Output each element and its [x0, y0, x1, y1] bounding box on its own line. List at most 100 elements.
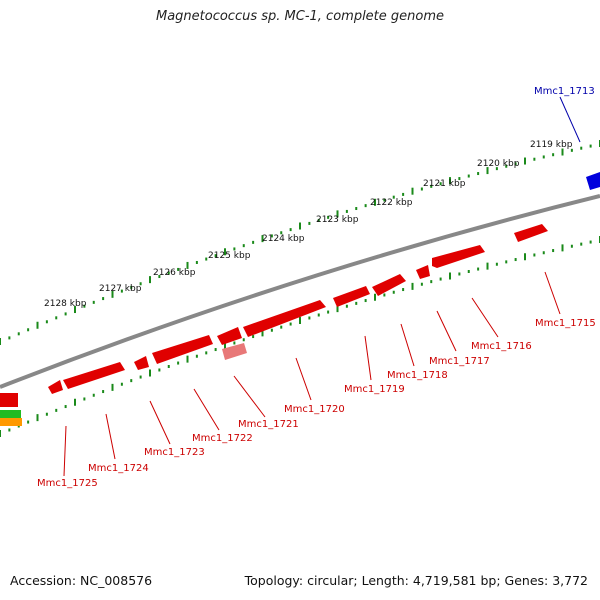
gene-arrow-mmc1-1717[interactable]: [416, 265, 430, 279]
inner-tick: [36, 414, 39, 422]
outer-tick: [74, 306, 76, 314]
gene-track: [48, 172, 600, 394]
outer-tick: [27, 328, 30, 332]
gene-arrow-mmc1-1715[interactable]: [514, 224, 548, 242]
inner-tick: [364, 299, 367, 303]
inner-tick: [195, 354, 198, 358]
inner-tick: [580, 242, 583, 246]
outer-tick: [120, 289, 123, 293]
leader-mmc1-1719: [364, 335, 372, 381]
gene-arrow-mmc1-1719[interactable]: [333, 286, 370, 307]
leader-mmc1-1717: [436, 310, 457, 352]
outer-tick: [17, 332, 20, 336]
scale-label: 2126 kbp: [153, 268, 196, 278]
leader-mmc1-1724: [105, 413, 116, 460]
inner-tick: [486, 262, 489, 270]
inner-tick: [308, 316, 311, 320]
outer-tick: [355, 207, 358, 211]
outer-tick: [495, 167, 498, 171]
scale-label: 2127 kbp: [99, 284, 142, 294]
leader-mmc1-1715: [544, 271, 561, 315]
gene-label-mmc1-1721[interactable]: Mmc1_1721: [238, 419, 299, 430]
gene-arrow-mmc1-1723[interactable]: [134, 356, 149, 370]
inner-tick: [542, 251, 545, 255]
inner-tick: [495, 262, 498, 266]
inner-tick: [345, 304, 348, 308]
outer-tick: [102, 297, 105, 301]
rna-feature[interactable]: [222, 343, 247, 360]
inner-tick: [214, 348, 217, 352]
gene-arrow-mmc1-1716[interactable]: [432, 245, 485, 268]
gene-label-mmc1-1720[interactable]: Mmc1_1720: [284, 404, 345, 415]
outer-tick: [270, 234, 273, 238]
inner-tick: [130, 379, 133, 383]
inner-tick: [392, 290, 395, 294]
gene-arrow-mmc1-1721[interactable]: [217, 327, 242, 345]
gene-arrow-mmc1-1724[interactable]: [63, 362, 125, 389]
outer-tick: [289, 228, 292, 232]
gene-label-mmc1-1717[interactable]: Mmc1_1717: [429, 356, 490, 367]
gene-label-mmc1-1718[interactable]: Mmc1_1718: [387, 370, 448, 381]
inner-tick: [0, 430, 1, 437]
outer-tick: [224, 248, 226, 256]
gene-label-mmc1-1724[interactable]: Mmc1_1724: [88, 463, 149, 474]
scale-label: 2120 kbp: [477, 159, 520, 169]
gene-label-mmc1-1725[interactable]: Mmc1_1725: [37, 478, 98, 489]
inner-tick: [336, 305, 339, 313]
gene-arrow-mmc1-1718[interactable]: [372, 274, 406, 296]
outer-tick: [411, 187, 414, 195]
inner-tick: [242, 338, 245, 342]
inner-tick: [570, 244, 573, 248]
scale-label: 2124 kbp: [262, 234, 305, 244]
outer-tick: [233, 247, 236, 251]
inner-tick: [261, 329, 264, 337]
scale-label: 2122 kbp: [370, 198, 413, 208]
gene-label-mmc1-1716[interactable]: Mmc1_1716: [471, 341, 532, 352]
gene-label-mmc1-1719[interactable]: Mmc1_1719: [344, 384, 405, 395]
inner-tick: [280, 325, 283, 329]
outer-tick: [130, 285, 133, 289]
leader-mmc1-1725: [63, 425, 67, 477]
inner-tick: [64, 405, 67, 409]
outer-tick: [177, 267, 180, 271]
gene-label-mmc1-1713[interactable]: Mmc1_1713: [534, 86, 595, 97]
inner-tick: [383, 293, 386, 297]
inner-tick: [55, 408, 58, 412]
outer-tick: [158, 275, 161, 279]
gene-label-mmc1-1715[interactable]: Mmc1_1715: [535, 318, 596, 329]
outer-tick: [111, 290, 114, 298]
inner-tick: [83, 397, 86, 401]
gene-arrow-mmc1-1713[interactable]: [586, 172, 600, 190]
inner-tick: [252, 335, 255, 339]
leader-mmc1-1713: [559, 96, 581, 143]
inner-tick: [186, 355, 189, 363]
outer-tick: [524, 157, 526, 165]
gene-label-mmc1-1723[interactable]: Mmc1_1723: [144, 447, 205, 458]
inner-tick: [477, 267, 480, 271]
map-title: Magnetococcus sp. MC-1, complete genome: [155, 9, 445, 24]
leader-mmc1-1716: [471, 297, 499, 338]
inner-tick: [430, 280, 433, 284]
outer-tick: [439, 182, 442, 186]
scale-label: 2125 kbp: [208, 251, 251, 261]
inner-tick: [589, 240, 592, 244]
inner-tick: [402, 288, 405, 292]
gene-arrow-mmc1-1725[interactable]: [48, 380, 63, 394]
outer-tick: [458, 177, 461, 181]
gene-label-mmc1-1722[interactable]: Mmc1_1722: [192, 433, 253, 444]
outer-tick: [430, 184, 433, 188]
gene-arrow-mmc1-1720[interactable]: [243, 300, 326, 337]
gene-arrow-mmc1-1722[interactable]: [152, 335, 213, 364]
outer-tick: [467, 174, 470, 178]
inner-tick: [514, 258, 517, 262]
leader-mmc1-1721: [233, 375, 266, 418]
outer-tick: [402, 192, 405, 196]
genome-backbone: [0, 194, 600, 389]
inner-tick: [505, 260, 508, 264]
outer-tick: [64, 312, 67, 316]
inner-tick: [449, 272, 451, 280]
outer-tick: [533, 157, 536, 161]
inner-tick: [289, 322, 292, 326]
inner-tick: [139, 375, 142, 379]
